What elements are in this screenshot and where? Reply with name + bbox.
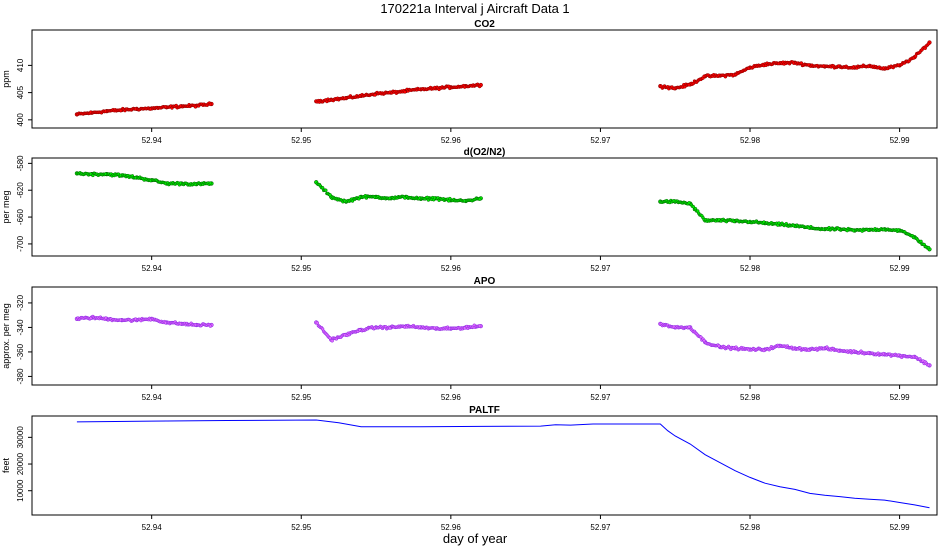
x-tick-label: 52.94 — [142, 264, 163, 273]
y-tick-label: -340 — [16, 319, 25, 336]
x-tick-label: 52.95 — [291, 264, 312, 273]
y-tick-label: 20000 — [16, 452, 25, 475]
panel-title: CO2 — [474, 19, 495, 30]
x-tick-label: 52.97 — [590, 136, 611, 145]
data-point — [911, 56, 916, 60]
panel-title: APO — [474, 276, 496, 287]
series-line — [76, 419, 930, 509]
x-tick-label: 52.98 — [740, 523, 761, 532]
data-point — [926, 42, 931, 46]
data-point — [687, 325, 691, 329]
x-tick-label: 52.98 — [740, 136, 761, 145]
y-tick-label: 30000 — [16, 426, 25, 449]
y-tick-label: -580 — [16, 155, 25, 172]
y-tick-label: 400 — [16, 113, 25, 127]
data-point — [208, 102, 213, 107]
x-axis-title: day of year — [442, 531, 508, 546]
x-tick-label: 52.97 — [590, 393, 611, 402]
plot-frame — [31, 29, 938, 129]
x-tick-label: 52.98 — [740, 393, 761, 402]
x-tick-label: 52.96 — [441, 523, 462, 532]
x-tick-label: 52.99 — [890, 393, 911, 402]
x-tick-label: 52.99 — [890, 136, 911, 145]
y-tick-label: -360 — [16, 343, 25, 360]
x-tick-label: 52.99 — [890, 264, 911, 273]
x-tick-label: 52.97 — [590, 264, 611, 273]
data-point — [388, 326, 392, 330]
x-tick-label: 52.94 — [142, 523, 163, 532]
x-tick-label: 52.99 — [890, 523, 911, 532]
y-tick-label: -700 — [16, 235, 25, 252]
data-point — [919, 239, 923, 244]
data-point — [330, 339, 334, 343]
x-tick-label: 52.95 — [291, 523, 312, 532]
data-point — [208, 324, 213, 328]
y-tick-label: -620 — [16, 182, 25, 199]
y-tick-label: 10000 — [16, 479, 25, 502]
y-tick-label: -380 — [16, 368, 25, 385]
x-tick-label: 52.95 — [291, 393, 312, 402]
y-tick-label: -660 — [16, 209, 25, 226]
data-point — [702, 338, 706, 343]
y-tick-label: 405 — [16, 85, 25, 99]
data-point — [328, 336, 332, 340]
data-point — [477, 84, 482, 89]
x-tick-label: 52.94 — [142, 393, 163, 402]
y-axis-label: feet — [1, 457, 11, 473]
panel-title: d(O2/N2) — [464, 147, 506, 158]
y-axis-label: ppm — [1, 70, 11, 88]
x-tick-label: 52.97 — [590, 523, 611, 532]
data-point — [324, 188, 328, 193]
data-point — [208, 181, 213, 185]
y-tick-label: -320 — [16, 294, 25, 311]
data-point — [373, 93, 377, 97]
data-point — [403, 90, 407, 94]
x-tick-label: 52.96 — [441, 136, 462, 145]
plot-frame — [31, 157, 938, 257]
plot-frame — [31, 286, 938, 386]
page-title: 170221a Interval j Aircraft Data 1 — [380, 1, 570, 16]
data-point — [118, 108, 123, 113]
y-tick-label: 410 — [16, 58, 25, 72]
data-point — [926, 245, 931, 250]
y-axis-label: approx. per meg — [1, 303, 11, 369]
x-tick-label: 52.96 — [441, 393, 462, 402]
x-tick-label: 52.95 — [291, 136, 312, 145]
data-point — [687, 201, 691, 205]
y-axis-label: per meg — [1, 190, 11, 223]
data-point — [477, 324, 482, 328]
x-tick-label: 52.94 — [142, 136, 163, 145]
data-point — [477, 197, 482, 201]
panel-title: PALTF — [469, 405, 500, 416]
data-point — [926, 363, 931, 367]
data-point — [328, 193, 332, 197]
x-tick-label: 52.96 — [441, 264, 462, 273]
data-point — [103, 316, 108, 320]
plot-frame — [31, 415, 938, 516]
data-point — [315, 321, 320, 325]
x-tick-label: 52.98 — [740, 264, 761, 273]
